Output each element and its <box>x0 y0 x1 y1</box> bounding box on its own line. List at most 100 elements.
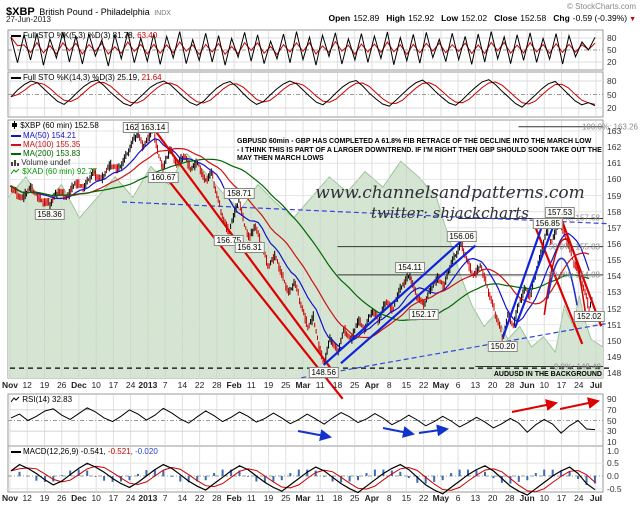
macd-histogram-bar <box>348 476 351 482</box>
percent-d-line <box>10 36 596 56</box>
y-axis-label: 30 <box>607 426 617 437</box>
macd-histogram-bar <box>137 473 139 476</box>
x-tick-label: 18 <box>332 493 343 503</box>
macd-histogram-bar <box>247 476 249 477</box>
x-tick-label: 24 <box>574 493 584 503</box>
x-tick-label: Nov <box>1 493 19 503</box>
macd-histogram-bar <box>534 473 537 476</box>
quote-label: High <box>386 13 406 23</box>
macd-histogram-bar <box>551 469 554 476</box>
x-tick-label: 24 <box>125 380 136 390</box>
y-axis-label: 70 <box>607 404 617 415</box>
note-line-3: MAY THEN MARCH LOWS <box>237 155 324 162</box>
y-axis-label: 151 <box>607 319 622 330</box>
macd-histogram-bar <box>213 473 216 476</box>
x-tick-label: 19 <box>263 380 274 390</box>
y-axis-label: 80 <box>607 76 617 86</box>
x-tick-label: 28 <box>212 493 222 503</box>
macd-histogram-bar <box>517 476 520 482</box>
macd-histogram-bar <box>196 476 199 482</box>
x-tick-label: 12 <box>22 380 32 390</box>
sto2-d-value: 21.64 <box>141 73 162 82</box>
ma100-label: MA(100) 155.35 <box>23 140 81 149</box>
blue-trendline <box>501 224 544 338</box>
macd-label: MACD(12,26,9) -0.541, <box>23 447 106 456</box>
x-tick-label: 13 <box>470 380 481 390</box>
x-tick-label: 8 <box>386 380 392 390</box>
x-tick-label: 2013 <box>138 493 158 503</box>
y-axis-label: 163 <box>607 126 622 136</box>
macd-histogram-bar <box>475 470 478 476</box>
macd-histogram-bar <box>86 470 89 476</box>
candlestick-icon <box>12 121 17 129</box>
x-tick-label: 11 <box>315 380 325 390</box>
note-line-2: - I THINK THIS IS PART OF A LARGER DOWNT… <box>237 146 602 154</box>
macd-histogram-bar <box>187 476 190 483</box>
macd-histogram-bar <box>585 476 588 485</box>
x-tick-label: 22 <box>194 493 205 503</box>
osc-grid <box>8 80 603 109</box>
y-axis-label: 159 <box>607 190 622 201</box>
price-label: 158.36 <box>34 208 65 220</box>
quote-value: 152.58 <box>520 13 547 23</box>
macd-histogram-bar <box>560 470 563 476</box>
x-tick-label: 20 <box>487 493 498 503</box>
macd-histogram-bar <box>594 476 596 484</box>
x-tick-label: Dec <box>71 493 87 503</box>
x-tick-label: 22 <box>194 380 205 390</box>
y-axis-label: 50 <box>607 45 617 55</box>
macd-histogram-bar <box>289 473 292 476</box>
macd-histogram-bar <box>103 476 106 481</box>
macd-histogram-bar <box>120 476 122 482</box>
y-axis-label: 149 <box>607 351 622 362</box>
macd-histogram-bar <box>407 476 410 479</box>
y-axis-label: 153 <box>607 287 622 298</box>
x-tick-label: 13 <box>470 493 481 503</box>
x-tick-label: 24 <box>125 493 136 503</box>
x-tick-label: 26 <box>56 493 67 503</box>
main-symbol-legend: $XBP (60 min) 152.58 <box>11 121 99 130</box>
fib-label: 100.0%: 163.26 <box>581 122 638 132</box>
ma200-label: MA(200) 153.83 <box>23 149 81 158</box>
macd-histogram-bar <box>390 470 393 476</box>
price-label: 156.06 <box>446 231 477 242</box>
macd-histogram-bar <box>467 469 469 476</box>
macd-line <box>10 462 596 496</box>
arc-annotation <box>546 257 578 306</box>
macd-histogram-bar <box>424 476 427 484</box>
macd-histogram-bar <box>18 471 21 476</box>
symbol-name: British Pound - Philadelphia <box>39 7 150 17</box>
x-tick-label: 6 <box>455 493 461 503</box>
y-axis-label: 160 <box>607 174 622 185</box>
x-tick-label: 25 <box>349 493 360 503</box>
x-tick-label: 15 <box>401 380 412 390</box>
y-axis-label: 20 <box>607 57 617 67</box>
quote-value: 152.89 <box>353 13 380 23</box>
price-label: 163.14 <box>137 122 169 133</box>
macd-signal-value: -0.521, <box>107 447 133 456</box>
fib-label: 50.0%: 155.83 <box>548 242 600 252</box>
price-label: 152.17 <box>408 308 439 320</box>
x-tick-label: 19 <box>263 493 274 503</box>
x-tick-label: Jun <box>519 493 535 503</box>
macd-legend: MACD(12,26,9) -0.541, -0.521, -0.020 <box>11 447 158 456</box>
price-label: 156.75 <box>213 234 245 246</box>
macd-histogram-bar <box>69 470 72 476</box>
macd-histogram-bar <box>238 470 241 476</box>
x-tick-label: 8 <box>386 493 392 503</box>
line-chart-icon <box>10 396 20 403</box>
y-axis-label: 156 <box>607 238 622 249</box>
red-trendline <box>164 175 344 400</box>
y-axis-label: 157 <box>607 222 622 233</box>
price-label: 156.31 <box>234 241 265 253</box>
x-tick-label: 28 <box>505 493 515 503</box>
channel-dashed-line <box>301 322 610 379</box>
y-axis-label: 90 <box>607 394 617 405</box>
macd-histogram-bar <box>230 469 233 476</box>
y-axis-label: 148 <box>607 368 622 378</box>
price-label: 148.56 <box>308 367 339 378</box>
area-chart-icon <box>10 168 20 175</box>
volume-bars-icon <box>11 160 19 166</box>
x-tick-label: 26 <box>56 380 67 390</box>
